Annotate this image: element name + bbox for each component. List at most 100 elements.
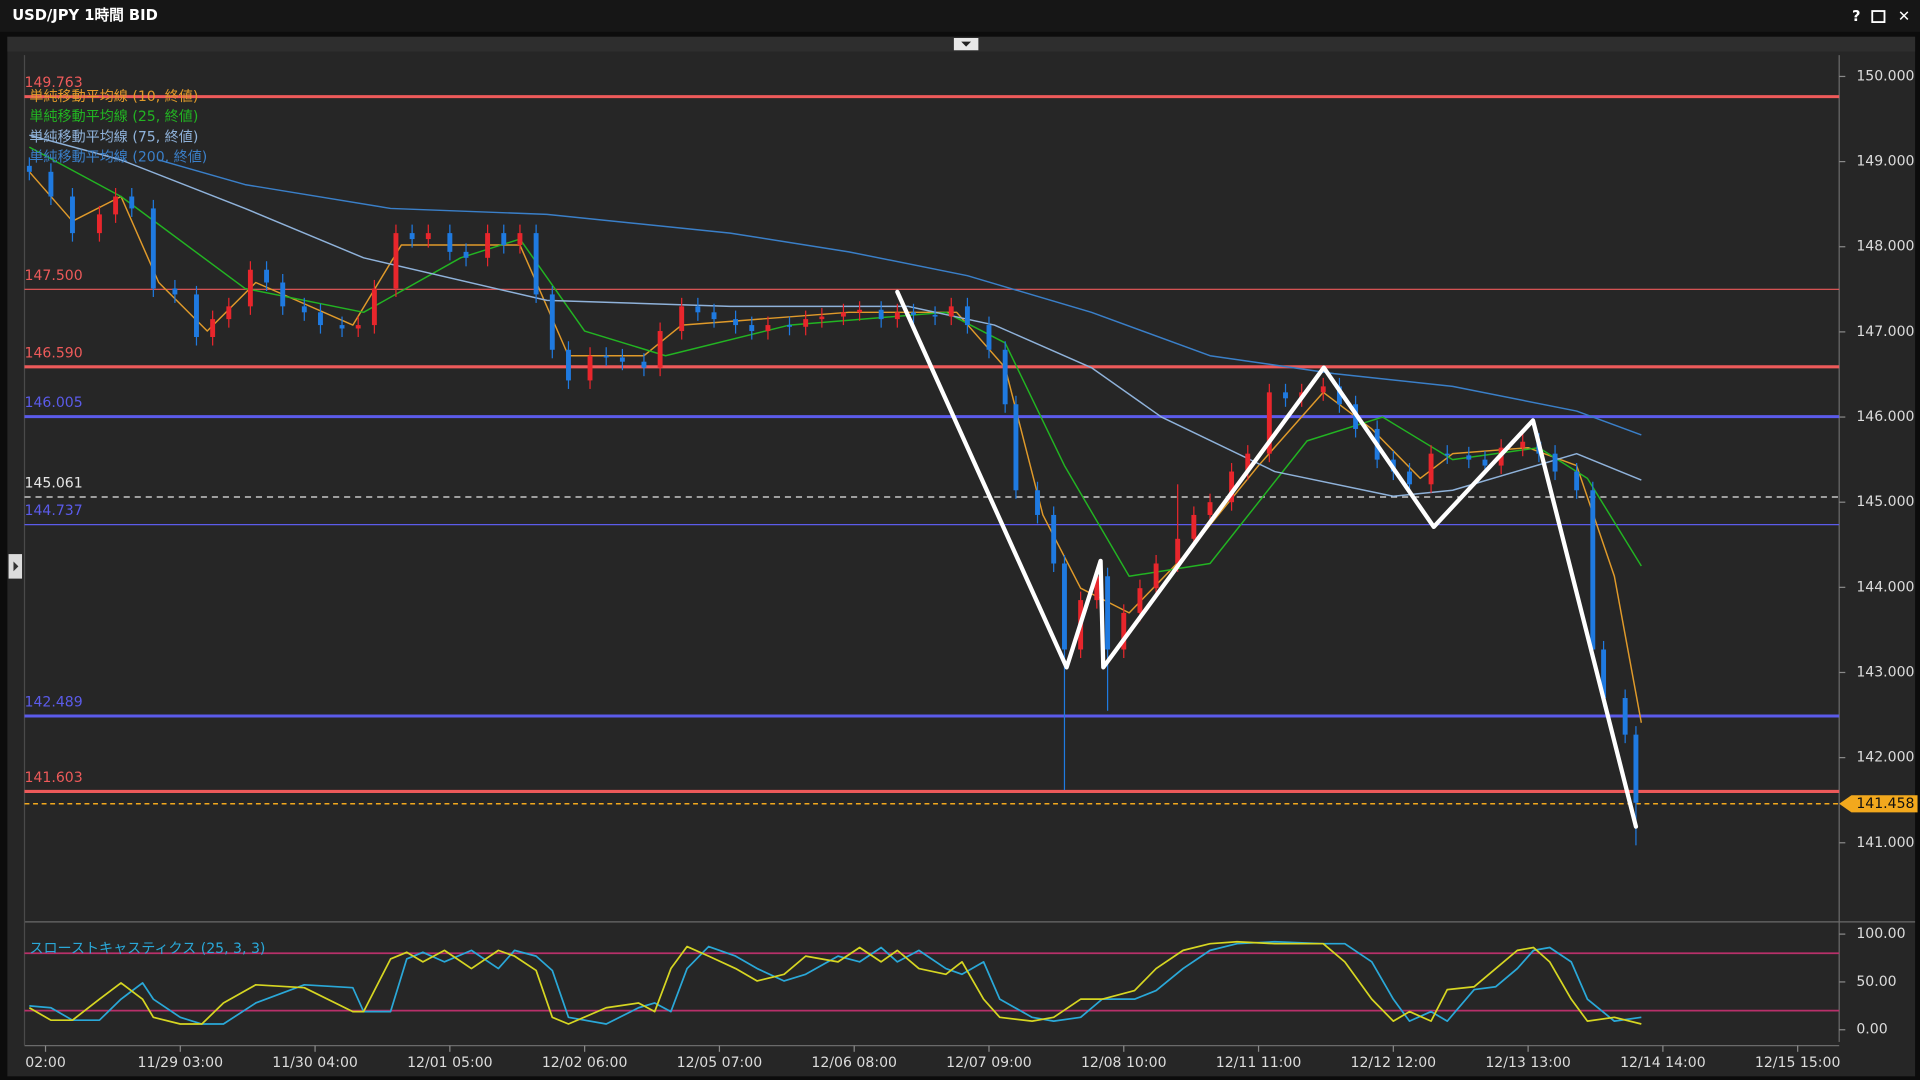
y-tick-label: 150.000 [1856, 68, 1914, 84]
candle-body [1552, 453, 1558, 472]
side-panel-icon [13, 561, 19, 572]
candle-body [1283, 392, 1288, 399]
candle-body [1520, 441, 1526, 448]
candle-body [150, 208, 156, 289]
collapse-icon [961, 41, 972, 47]
level-label: 146.005 [24, 395, 82, 411]
candle-body [765, 325, 771, 332]
x-tick-label: 12/12 12:00 [1351, 1055, 1437, 1071]
stoch-y-tick-label: 0.00 [1856, 1022, 1887, 1038]
candle-body [1137, 588, 1143, 613]
chart-area [7, 36, 1916, 1077]
candle-body [26, 165, 32, 172]
candle-body [1336, 386, 1342, 405]
candle-body [517, 233, 523, 246]
candle-body [1428, 453, 1434, 485]
y-tick-label: 149.000 [1856, 154, 1914, 170]
x-tick-label: 11/29 03:00 [138, 1055, 224, 1071]
candle-body [1590, 490, 1596, 650]
candle-body [1051, 514, 1057, 564]
candle-body [129, 196, 135, 209]
stoch-y-tick-label: 100.00 [1856, 926, 1905, 942]
current-price-label: 141.458 [1856, 796, 1914, 812]
candle-body [1444, 453, 1450, 456]
legend-entry: 単純移動平均線 (25, 終値) [29, 109, 198, 125]
candle-body [70, 196, 75, 234]
legend-entry: 単純移動平均線 (75, 終値) [29, 129, 198, 145]
candle-body [749, 325, 755, 332]
level-label: 149.763 [24, 75, 82, 91]
candle-body [1229, 471, 1235, 503]
candle-body [878, 309, 884, 320]
x-tick-label: 12/08 10:00 [1081, 1055, 1167, 1071]
y-tick-label: 141.000 [1856, 835, 1914, 851]
legend-entry: 単純移動平均線 (10, 終値) [29, 89, 198, 105]
x-tick-label: 12/07 09:00 [946, 1055, 1032, 1071]
candle-body [986, 325, 992, 350]
x-tick-label: 12/01 05:00 [407, 1055, 493, 1071]
candle-body [964, 306, 970, 326]
close-button[interactable]: ✕ [1898, 8, 1910, 25]
candle-body [1175, 538, 1181, 564]
candle-body [819, 316, 825, 320]
candle-body [657, 331, 663, 368]
candle-body [172, 288, 178, 295]
candle-body [501, 233, 507, 246]
level-label: 146.590 [24, 345, 82, 361]
candle-body [485, 233, 491, 258]
candle-body [301, 306, 307, 313]
y-tick-label: 148.000 [1856, 239, 1914, 255]
candle-body [679, 306, 685, 332]
x-tick-label: 12/05 07:00 [677, 1055, 763, 1071]
candle-body [803, 319, 809, 327]
candle-body [210, 319, 216, 338]
stoch-y-tick-label: 50.00 [1856, 974, 1896, 990]
y-tick-label: 142.000 [1856, 750, 1914, 766]
candle-body [1320, 386, 1326, 393]
candle-body [566, 349, 571, 381]
candle-body [1601, 649, 1607, 699]
candle-body [711, 312, 717, 320]
x-tick-label: 12/11 11:00 [1216, 1055, 1302, 1071]
candle-body [463, 251, 469, 258]
candle-body [1094, 576, 1100, 601]
candle-body [318, 312, 323, 326]
window-title: USD/JPY 1時間 BID [12, 6, 158, 24]
candle-body [1633, 734, 1639, 803]
y-tick-label: 144.000 [1856, 579, 1914, 595]
x-tick-label: 11/30 04:00 [272, 1055, 358, 1071]
candle-body [1407, 471, 1412, 485]
candle-body [194, 294, 199, 338]
level-label: 141.603 [24, 770, 82, 786]
candle-body [840, 312, 846, 317]
candle-body [371, 288, 377, 326]
candle-body [1153, 563, 1159, 589]
candle-body [533, 233, 539, 295]
x-tick-label: 02:00 [25, 1055, 66, 1071]
x-tick-label: 12/15 15:00 [1755, 1055, 1841, 1071]
y-tick-label: 145.000 [1856, 494, 1914, 510]
y-tick-label: 143.000 [1856, 664, 1914, 680]
candle-body [355, 325, 361, 329]
candle-body [619, 357, 625, 362]
candle-body [911, 312, 916, 315]
maximize-button[interactable] [1871, 10, 1886, 23]
candle-body [1191, 514, 1197, 539]
candle-body [1245, 453, 1251, 472]
x-tick-label: 12/02 06:00 [542, 1055, 628, 1071]
candle-body [280, 282, 286, 307]
moving-average-line [28, 146, 1642, 578]
candle-body [733, 319, 739, 326]
y-tick-label: 147.000 [1856, 324, 1914, 340]
candle-body [425, 233, 431, 240]
candle-body [48, 171, 54, 197]
candle-body [1266, 392, 1272, 454]
x-tick-label: 12/06 08:00 [811, 1055, 897, 1071]
candle-body [1207, 502, 1213, 515]
candle-body [641, 361, 647, 368]
candle-body [857, 309, 863, 313]
candle-body [603, 355, 609, 358]
help-button[interactable]: ? [1852, 8, 1861, 25]
candle-body [587, 355, 593, 381]
